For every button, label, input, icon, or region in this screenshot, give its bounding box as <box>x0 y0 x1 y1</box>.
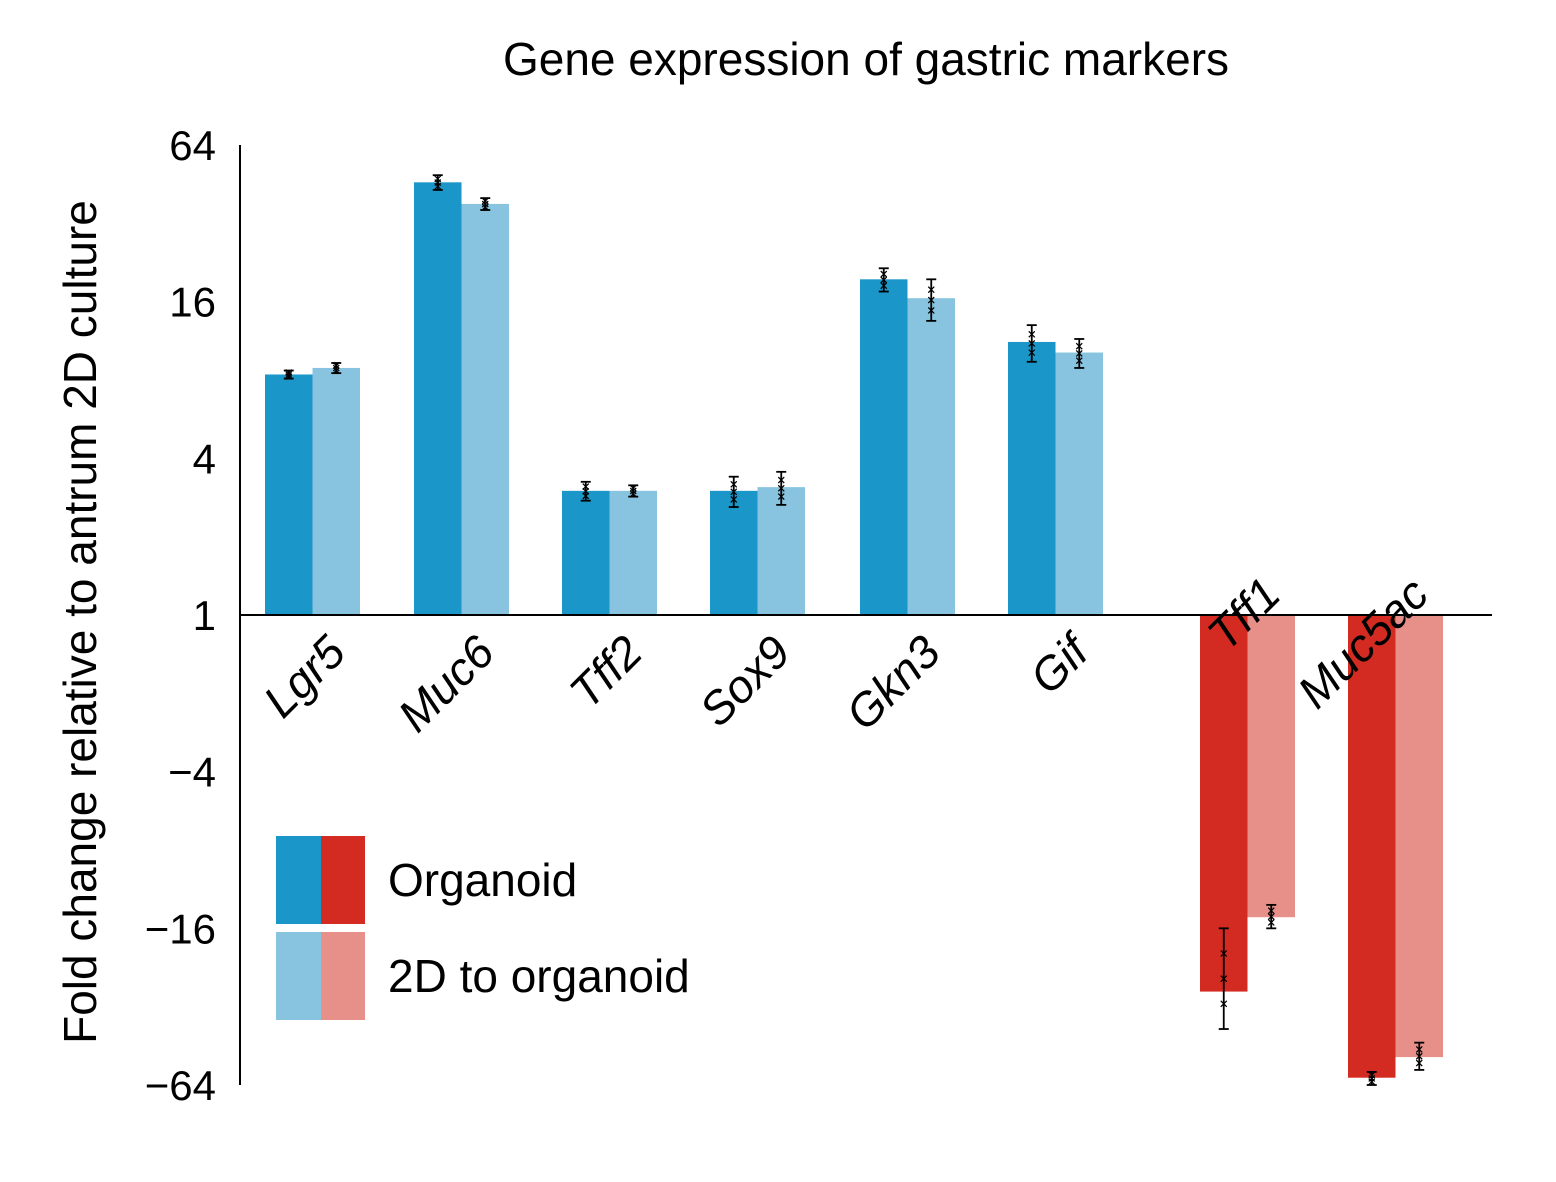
error-bar <box>1074 338 1085 369</box>
bar-tff1-2d-to-organoid <box>1247 615 1295 918</box>
error-bar <box>1366 1071 1377 1086</box>
legend-swatch-up <box>276 932 321 1020</box>
y-tick-label: 1 <box>193 592 216 639</box>
error-bar <box>1414 1041 1425 1071</box>
bar-sox9-2d-to-organoid <box>757 487 805 615</box>
error-bar <box>1026 324 1037 363</box>
legend-swatch-down <box>321 836 365 924</box>
error-bar <box>480 197 491 211</box>
category-label-gkn3: Gkn3 <box>836 625 951 740</box>
bar-tff2-organoid <box>562 490 610 615</box>
error-bar <box>926 278 937 322</box>
category-label-lgr5: Lgr5 <box>253 625 355 727</box>
y-axis-ticks: 64 16 4 1 −4 −16 −64 <box>145 122 216 1109</box>
category-label-tff2: Tff2 <box>559 625 652 718</box>
chart-title: Gene expression of gastric markers <box>503 33 1229 85</box>
error-bar <box>776 470 787 506</box>
y-axis-label: Fold change relative to antrum 2D cultur… <box>54 200 106 1044</box>
category-label-muc6: Muc6 <box>388 625 505 742</box>
legend-swatch-down <box>321 932 365 1020</box>
legend: Organoid 2D to organoid <box>276 836 690 1020</box>
bar-lgr5-2d-to-organoid <box>312 367 360 615</box>
y-tick-label: 16 <box>169 279 216 326</box>
y-tick-label: −16 <box>145 905 216 952</box>
bar-gkn3-2d-to-organoid <box>907 298 955 615</box>
bar-lgr5-organoid <box>265 374 313 615</box>
error-bar <box>283 369 294 381</box>
error-bar <box>1266 903 1277 930</box>
legend-label: 2D to organoid <box>388 950 690 1002</box>
bar-tff2-2d-to-organoid <box>609 490 657 615</box>
error-bar <box>331 362 342 375</box>
bar-muc6-2d-to-organoid <box>461 203 509 615</box>
legend-2d-to-organoid: 2D to organoid <box>276 932 690 1020</box>
category-label-sox9: Sox9 <box>689 625 800 736</box>
legend-swatch-up <box>276 836 321 924</box>
bar-gkn3-organoid <box>860 279 908 615</box>
bar-gif-organoid <box>1008 341 1056 615</box>
bar-gif-2d-to-organoid <box>1055 352 1103 615</box>
bar-muc5ac-organoid <box>1348 615 1396 1078</box>
y-tick-label: −64 <box>145 1062 216 1109</box>
legend-organoid: Organoid <box>276 836 577 924</box>
bars <box>265 182 1443 1078</box>
y-tick-label: 4 <box>193 435 216 482</box>
error-bar <box>432 174 443 191</box>
legend-label: Organoid <box>388 854 577 906</box>
bar-muc5ac-2d-to-organoid <box>1395 615 1443 1058</box>
y-tick-label: 64 <box>169 122 216 169</box>
error-bar <box>878 267 889 293</box>
error-bars <box>283 174 1425 1086</box>
error-bar <box>1218 927 1229 1030</box>
y-tick-label: −4 <box>168 749 216 796</box>
category-label-gif: Gif <box>1020 622 1101 703</box>
bar-muc6-organoid <box>414 182 462 615</box>
error-bar <box>628 484 639 498</box>
error-bar <box>580 480 591 502</box>
bar-sox9-organoid <box>710 490 758 615</box>
error-bar <box>728 475 739 508</box>
